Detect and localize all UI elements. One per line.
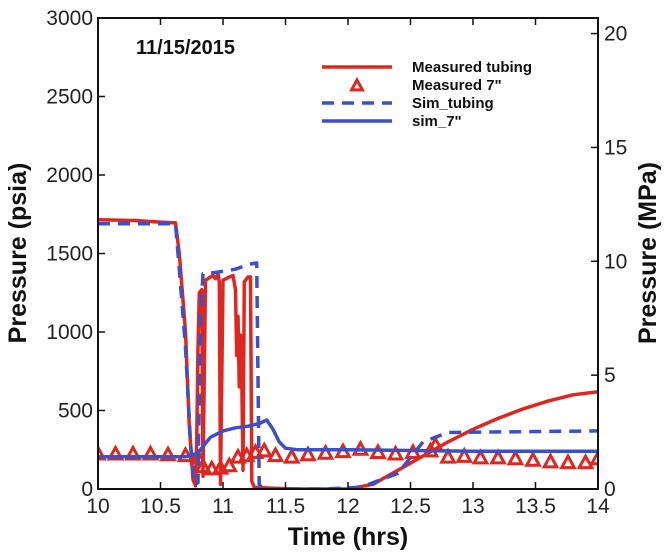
y-axis-title: Pressure (psia) <box>4 163 32 344</box>
y-tick-label: 1000 <box>46 321 93 344</box>
series-line-measured-tubing <box>98 217 598 489</box>
y-tick-label: 3000 <box>46 7 93 30</box>
date-annotation: 11/15/2015 <box>136 37 235 59</box>
x-axis-title: Time (hrs) <box>288 523 408 551</box>
y-tick-label: 0 <box>81 478 93 501</box>
measured-7in-marker <box>255 441 274 458</box>
y2-tick-label: 20 <box>604 23 627 46</box>
axes: 10 10.5 11 11.5 12 12.5 13 13.5 1405001000150020… <box>46 7 627 518</box>
y2-tick-label: 15 <box>604 136 627 159</box>
measured-7in-marker <box>316 443 335 460</box>
y2-tick-label: 10 <box>604 250 627 273</box>
measured-7in-marker <box>589 449 598 466</box>
legend-marker-measured-7 <box>349 76 365 92</box>
y-tick-label: 2500 <box>46 86 93 109</box>
legend-label-measured-7: Measured 7" <box>412 77 502 94</box>
legend-label-sim-7: sim_7" <box>412 113 462 130</box>
measured-7in-marker <box>299 445 317 462</box>
x-tick-label: 14 <box>586 495 610 518</box>
x-tick-label: 13.5 <box>515 495 556 518</box>
measured-7in-marker <box>159 445 177 462</box>
y-tick-label: 2000 <box>46 164 93 187</box>
x-tick-label: 10 <box>86 495 109 518</box>
measured-7in-marker <box>220 456 239 473</box>
measured-7in-marker <box>524 450 542 467</box>
measured-7in-marker <box>266 445 285 463</box>
measured-7in-marker <box>194 456 212 474</box>
measured-7in-marker <box>124 444 142 461</box>
y-tick-label: 500 <box>58 400 93 423</box>
y2-tick-label: 5 <box>604 364 616 387</box>
measured-7in-marker <box>98 444 107 461</box>
x-tick-label: 12 <box>336 495 359 518</box>
y2-axis-title: Pressure (MPa) <box>634 162 662 344</box>
legend-label-sim-tubing: Sim_tubing <box>412 95 494 112</box>
measured-7in-marker <box>106 444 125 461</box>
measured-7in-marker <box>541 452 560 469</box>
measured-7in-marker <box>455 446 474 463</box>
y-tick-label: 1500 <box>46 243 93 266</box>
x-tick-label: 10.5 <box>140 495 181 518</box>
measured-7in-marker <box>576 452 595 470</box>
measured-7in-marker <box>141 444 160 461</box>
series-line-sim-7 <box>98 418 598 459</box>
x-tick-label: 13 <box>461 495 484 518</box>
y2-tick-label: 0 <box>604 478 616 501</box>
legend-label-measured-tubing: Measured tubing <box>412 59 532 76</box>
measured-7in-marker <box>489 448 507 465</box>
measured-7in-marker <box>386 444 405 461</box>
measured-7in-marker <box>506 449 525 466</box>
series-line-sim-tubing <box>98 221 598 489</box>
measured-7in-marker <box>202 459 221 476</box>
measured-7in-marker <box>559 452 577 470</box>
x-tick-label: 12.5 <box>390 495 431 518</box>
measured-7in-marker <box>282 447 301 464</box>
measured-7in-marker <box>471 448 490 465</box>
measured-7in-marker <box>439 447 457 464</box>
x-tick-label: 11 <box>212 495 234 518</box>
x-tick-label: 11.5 <box>266 495 305 518</box>
plot-data <box>98 217 598 489</box>
